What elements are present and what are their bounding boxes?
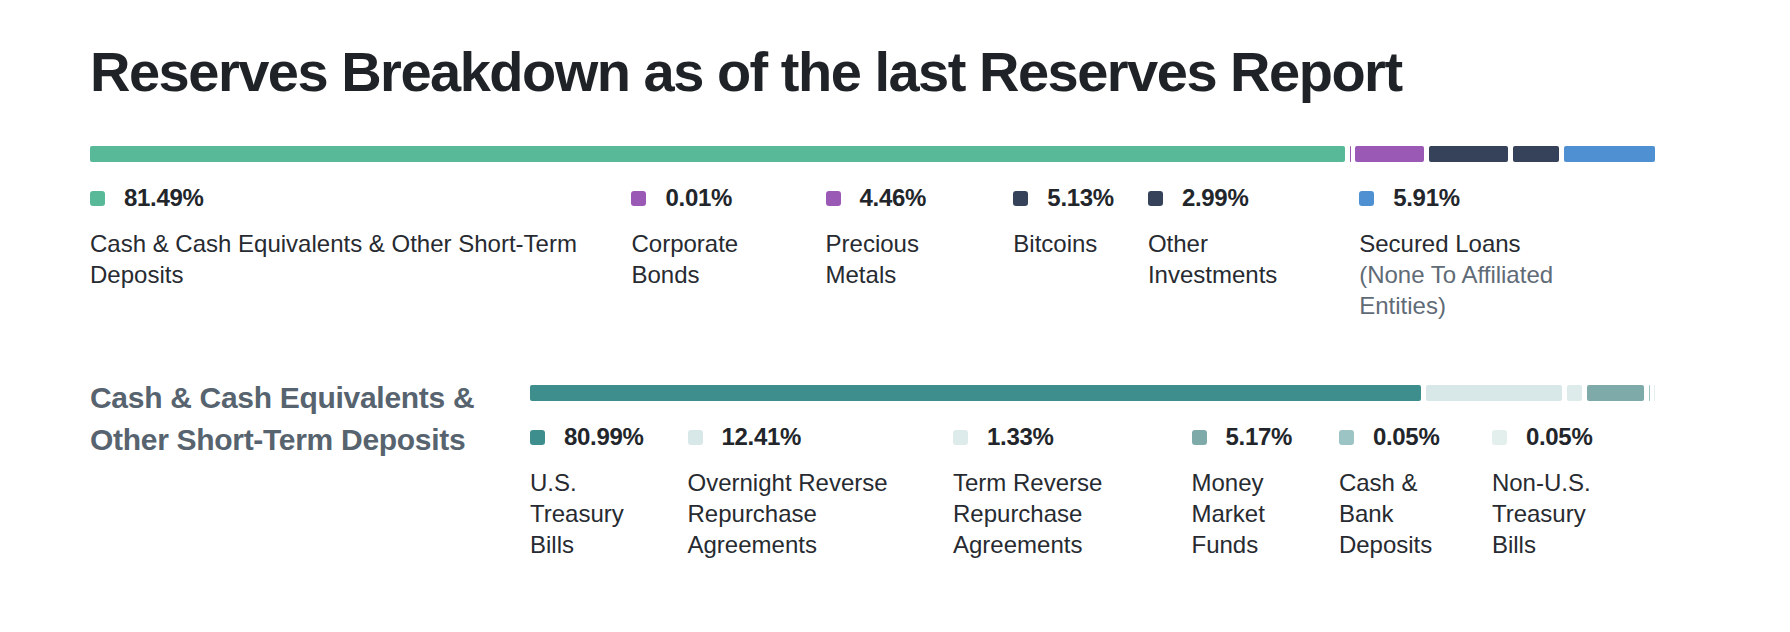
legend-percentage-row: 5.91%	[1359, 184, 1655, 212]
legend-label: Money Market Funds	[1192, 467, 1272, 560]
legend-sublabel: (None To Affiliated Entities)	[1359, 259, 1574, 321]
legend-label: Overnight Reverse Repurchase Agreements	[688, 467, 898, 560]
legend-item-corporate-bonds: 0.01% Corporate Bonds	[631, 184, 825, 290]
legend-swatch-icon	[90, 191, 105, 206]
legend-swatch-icon	[1148, 191, 1163, 206]
legend-swatch-icon	[631, 191, 646, 206]
legend-label: Cash & Cash Equivalents & Other Short-Te…	[90, 228, 595, 290]
cash-equivalents-chart-area: 80.99% U.S. Treasury Bills 12.41% Overnight…	[530, 385, 1655, 560]
bar-segment-secured-loans	[1564, 146, 1655, 162]
legend-percentage-row: 12.41%	[688, 423, 954, 451]
legend-swatch-icon	[1359, 191, 1374, 206]
bar-segment-non-u-s-treasury-bills	[1654, 385, 1655, 401]
legend-percentage: 5.91%	[1393, 184, 1460, 212]
legend-item-term-reverse-repurchase-agreements: 1.33% Term Reverse Repurchase Agreements	[953, 423, 1192, 560]
legend-percentage-row: 5.13%	[1013, 184, 1148, 212]
bar-segment-cash-cash-equivalents-other-short-term-deposits	[90, 146, 1345, 162]
legend-percentage: 0.05%	[1526, 423, 1593, 451]
legend-percentage-row: 0.05%	[1339, 423, 1492, 451]
bar-segment-overnight-reverse-repurchase-agreements	[1426, 385, 1563, 401]
legend-label: Cash & Bank Deposits	[1339, 467, 1435, 560]
legend-swatch-icon	[530, 430, 545, 445]
bar-segment-bitcoins	[1429, 146, 1508, 162]
cash-equivalents-legend: 80.99% U.S. Treasury Bills 12.41% Overnight…	[530, 423, 1655, 560]
legend-label: U.S. Treasury Bills	[530, 467, 632, 560]
legend-item-other-investments: 2.99% Other Investments	[1148, 184, 1359, 290]
legend-item-cash-cash-equivalents-other-short-term-deposits: 81.49% Cash & Cash Equivalents & Other Sh…	[90, 184, 631, 290]
bar-segment-money-market-funds	[1587, 385, 1644, 401]
legend-item-secured-loans: 5.91% Secured Loans(None To Affiliated En…	[1359, 184, 1655, 321]
cash-equivalents-panel: Cash & Cash Equivalents & Other Short-Te…	[90, 385, 1655, 560]
legend-percentage-row: 80.99%	[530, 423, 688, 451]
legend-swatch-icon	[688, 430, 703, 445]
legend-label: Corporate Bonds	[631, 228, 749, 290]
legend-percentage: 80.99%	[564, 423, 644, 451]
legend-item-precious-metals: 4.46% Precious Metals	[826, 184, 1014, 290]
legend-percentage: 5.17%	[1226, 423, 1293, 451]
legend-label: Non-U.S. Treasury Bills	[1492, 467, 1594, 560]
legend-item-money-market-funds: 5.17% Money Market Funds	[1192, 423, 1339, 560]
legend-percentage: 1.33%	[987, 423, 1054, 451]
reserves-legend: 81.49% Cash & Cash Equivalents & Other Sh…	[90, 184, 1655, 321]
legend-label: Term Reverse Repurchase Agreements	[953, 467, 1118, 560]
bar-segment-u-s-treasury-bills	[530, 385, 1421, 401]
legend-item-cash-bank-deposits: 0.05% Cash & Bank Deposits	[1339, 423, 1492, 560]
legend-percentage: 81.49%	[124, 184, 204, 212]
legend-percentage: 4.46%	[860, 184, 927, 212]
bar-segment-term-reverse-repurchase-agreements	[1567, 385, 1582, 401]
legend-swatch-icon	[1492, 430, 1507, 445]
reserves-breakdown-panel: 81.49% Cash & Cash Equivalents & Other Sh…	[90, 146, 1655, 321]
cash-equivalents-stacked-bar	[530, 385, 1655, 401]
legend-label: Precious Metals	[826, 228, 926, 290]
legend-percentage: 2.99%	[1182, 184, 1249, 212]
reserves-stacked-bar	[90, 146, 1655, 162]
cash-equivalents-heading: Cash & Cash Equivalents & Other Short-Te…	[90, 377, 530, 560]
legend-item-bitcoins: 5.13% Bitcoins	[1013, 184, 1148, 259]
legend-label: Secured Loans(None To Affiliated Entitie…	[1359, 228, 1574, 321]
legend-percentage: 0.05%	[1373, 423, 1440, 451]
legend-swatch-icon	[1013, 191, 1028, 206]
bar-segment-cash-bank-deposits	[1649, 385, 1650, 401]
legend-percentage: 12.41%	[722, 423, 802, 451]
legend-swatch-icon	[1192, 430, 1207, 445]
legend-percentage-row: 81.49%	[90, 184, 631, 212]
legend-percentage-row: 5.17%	[1192, 423, 1339, 451]
legend-item-u-s-treasury-bills: 80.99% U.S. Treasury Bills	[530, 423, 688, 560]
legend-label: Other Investments	[1148, 228, 1283, 290]
legend-percentage-row: 4.46%	[826, 184, 1014, 212]
legend-percentage-row: 0.05%	[1492, 423, 1655, 451]
legend-item-non-u-s-treasury-bills: 0.05% Non-U.S. Treasury Bills	[1492, 423, 1655, 560]
page-title: Reserves Breakdown as of the last Reserv…	[90, 0, 1655, 108]
content-area: Reserves Breakdown as of the last Reserv…	[90, 0, 1655, 560]
bar-segment-other-investments	[1513, 146, 1559, 162]
legend-swatch-icon	[826, 191, 841, 206]
legend-percentage: 0.01%	[665, 184, 732, 212]
legend-swatch-icon	[1339, 430, 1354, 445]
legend-item-overnight-reverse-repurchase-agreements: 12.41% Overnight Reverse Repurchase Agree…	[688, 423, 954, 560]
legend-percentage-row: 2.99%	[1148, 184, 1359, 212]
reserves-breakdown-page: Reserves Breakdown as of the last Reserv…	[0, 0, 1790, 632]
legend-swatch-icon	[953, 430, 968, 445]
legend-label: Bitcoins	[1013, 228, 1133, 259]
legend-percentage-row: 1.33%	[953, 423, 1192, 451]
bar-segment-precious-metals	[1355, 146, 1424, 162]
legend-percentage-row: 0.01%	[631, 184, 825, 212]
legend-percentage: 5.13%	[1047, 184, 1114, 212]
